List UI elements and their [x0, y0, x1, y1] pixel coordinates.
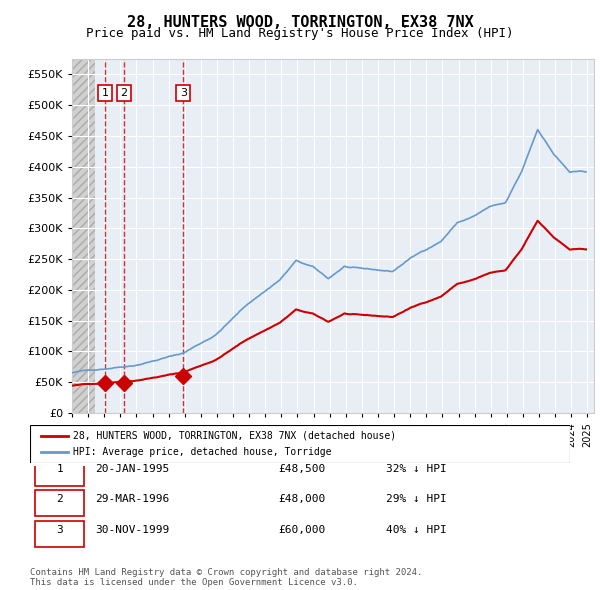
FancyBboxPatch shape	[35, 460, 84, 486]
Text: £48,000: £48,000	[278, 494, 326, 504]
Text: 40% ↓ HPI: 40% ↓ HPI	[386, 525, 447, 535]
Text: 2: 2	[56, 494, 63, 504]
Text: HPI: Average price, detached house, Torridge: HPI: Average price, detached house, Torr…	[73, 447, 332, 457]
Text: 32% ↓ HPI: 32% ↓ HPI	[386, 464, 447, 474]
Text: 1: 1	[101, 88, 109, 98]
Text: 30-NOV-1999: 30-NOV-1999	[95, 525, 169, 535]
Text: Contains HM Land Registry data © Crown copyright and database right 2024.
This d: Contains HM Land Registry data © Crown c…	[30, 568, 422, 587]
FancyBboxPatch shape	[30, 425, 570, 463]
Text: £60,000: £60,000	[278, 525, 326, 535]
Text: 29% ↓ HPI: 29% ↓ HPI	[386, 494, 447, 504]
Text: 3: 3	[56, 525, 63, 535]
Text: 20-JAN-1995: 20-JAN-1995	[95, 464, 169, 474]
Text: 2: 2	[121, 88, 128, 98]
FancyBboxPatch shape	[35, 490, 84, 516]
Text: Price paid vs. HM Land Registry's House Price Index (HPI): Price paid vs. HM Land Registry's House …	[86, 27, 514, 40]
Text: 29-MAR-1996: 29-MAR-1996	[95, 494, 169, 504]
Text: 1: 1	[56, 464, 63, 474]
Text: 28, HUNTERS WOOD, TORRINGTON, EX38 7NX: 28, HUNTERS WOOD, TORRINGTON, EX38 7NX	[127, 15, 473, 30]
Bar	[72, 44, 95, 413]
Text: 28, HUNTERS WOOD, TORRINGTON, EX38 7NX (detached house): 28, HUNTERS WOOD, TORRINGTON, EX38 7NX (…	[73, 431, 397, 441]
FancyBboxPatch shape	[35, 521, 84, 547]
Text: 3: 3	[180, 88, 187, 98]
Text: £48,500: £48,500	[278, 464, 326, 474]
